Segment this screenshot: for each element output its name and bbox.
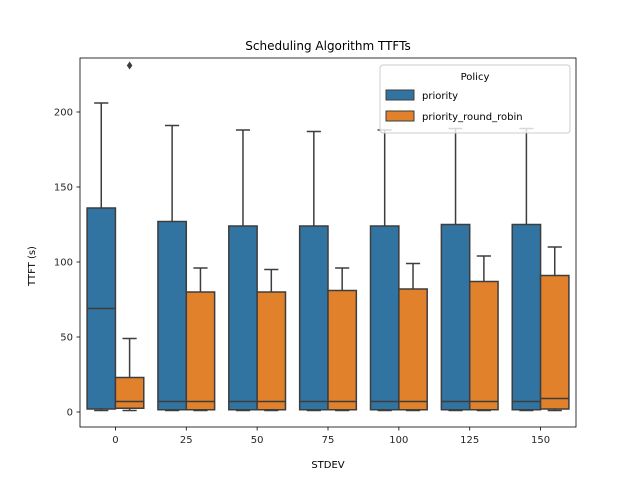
legend-title: Policy [461,72,490,83]
box-priority-150 [511,127,542,412]
box-priority-100 [369,129,400,412]
box-body [511,223,542,411]
box-body [539,274,570,410]
box-priority-25 [157,124,188,412]
box-body [298,225,329,411]
box-priority_round_robin-100 [398,262,428,412]
box-priority-0 [86,102,117,412]
legend-entry: priority_round_robin [422,112,523,123]
chart-title: Scheduling Algorithm TTFTs [245,39,410,53]
y-axis: 0 50 100 150 200 [54,108,80,419]
box-priority-75 [298,130,329,412]
box-priority_round_robin-0 [114,61,145,412]
box-body [185,291,216,411]
x-tick-label: 50 [251,435,264,446]
box-body [398,288,428,411]
box-body [369,225,400,411]
x-tick-label: 25 [180,435,193,446]
box-body [327,289,358,411]
y-tick-label: 150 [54,183,73,194]
y-tick-label: 0 [67,408,73,419]
box-priority_round_robin-125 [468,255,499,412]
plot-area [79,57,577,428]
x-tick-label: 125 [460,435,479,446]
legend-entry: priority [422,91,458,102]
box-priority_round_robin-50 [256,268,287,412]
x-tick-label: 0 [112,435,118,446]
box-body [157,220,188,411]
x-axis-label: STDEV [311,460,344,471]
box-priority_round_robin-150 [539,246,570,412]
y-tick-label: 200 [54,108,73,119]
box-priority_round_robin-75 [327,267,358,412]
y-tick-label: 50 [60,333,73,344]
x-axis: 0 25 50 75 100 125 150 [112,427,550,446]
x-tick-label: 150 [531,435,550,446]
y-axis-label: TTFT (s) [27,246,38,287]
box-priority-50 [228,129,258,412]
box-body [114,376,145,409]
box-body [440,223,471,411]
x-tick-label: 75 [322,435,335,446]
x-tick-label: 100 [389,435,408,446]
box-body [228,225,258,411]
legend-frame [379,64,571,134]
y-tick-label: 100 [54,258,73,269]
box-priority_round_robin-25 [185,267,216,412]
outlier-point [126,61,133,70]
legend-swatch [385,89,415,101]
box-body [256,291,287,411]
box-body [468,280,499,411]
box-priority-125 [440,127,471,412]
legend-swatch [385,110,415,122]
